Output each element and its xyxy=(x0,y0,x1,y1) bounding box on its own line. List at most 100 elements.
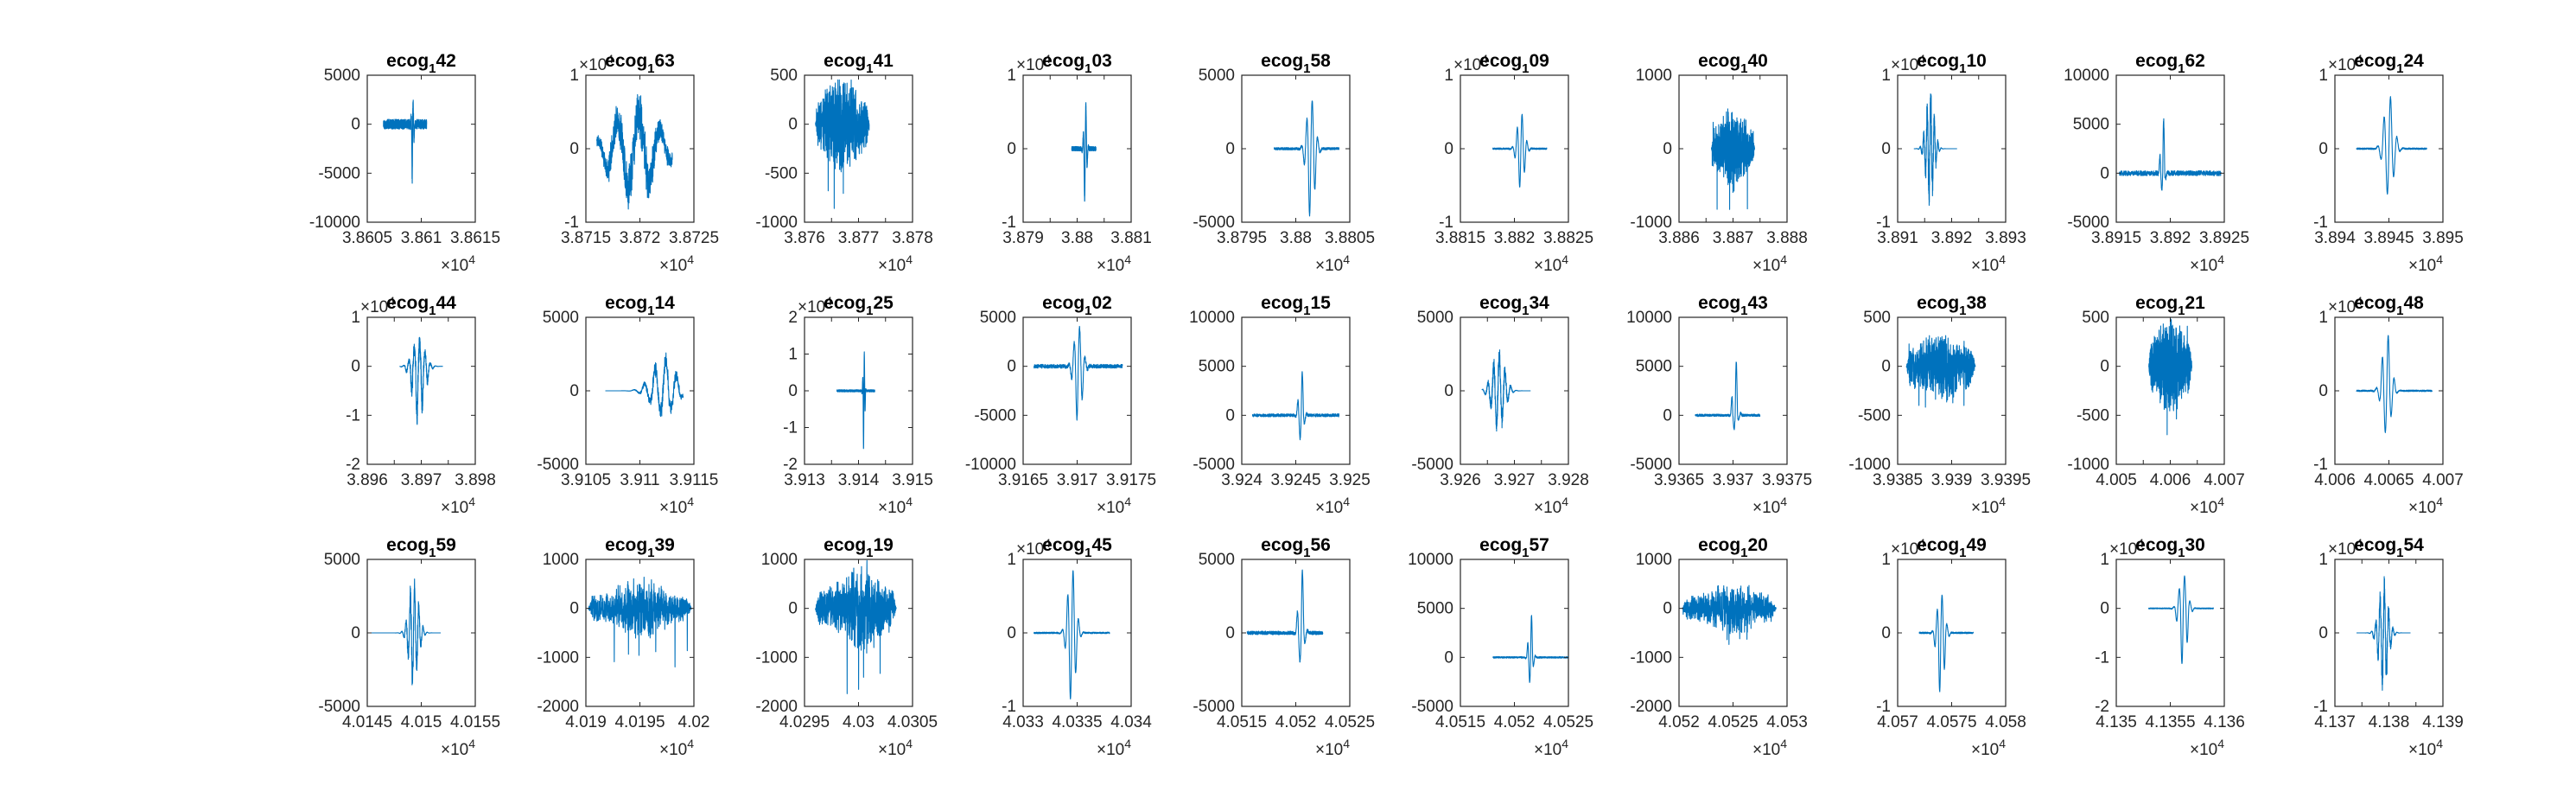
x-tick-label: 4.006 xyxy=(2150,471,2191,489)
y-tick-label: -2000 xyxy=(537,698,579,716)
y-tick-label: 0 xyxy=(569,382,579,400)
subplot-39: -2000 -1000 0 1000 4.019 4.0195 4.02 ×104 ecog13… xyxy=(537,535,709,759)
title-subscript: 1 xyxy=(1959,303,1966,318)
y-tick-label: -5000 xyxy=(318,698,360,716)
y-exponent-label: ×104 xyxy=(360,294,395,316)
y-tick-label: -10000 xyxy=(309,214,360,232)
y-exponent-power: 4 xyxy=(1918,52,1925,66)
signal-trace xyxy=(1251,371,1340,441)
subplot-title: ecog148 xyxy=(2354,293,2424,318)
y-tick-label: -5000 xyxy=(1411,456,1453,474)
y-tick-label: 1 xyxy=(569,67,579,85)
x-exponent-base: ×10 xyxy=(2408,257,2436,275)
y-tick-label: 5000 xyxy=(1417,600,1453,618)
x-tick-label: 3.915 xyxy=(892,471,933,489)
title-suffix: 20 xyxy=(1748,535,1768,555)
signal-trace xyxy=(1071,102,1097,202)
x-exponent-power: 4 xyxy=(1562,737,1568,750)
x-tick-label: 3.891 xyxy=(1877,229,1918,247)
y-exponent-base: ×10 xyxy=(360,298,388,316)
y-exponent-power: 4 xyxy=(2356,52,2363,66)
x-exponent-base: ×10 xyxy=(1971,257,1999,275)
x-exponent-power: 4 xyxy=(1780,495,1787,508)
title-base: ecog xyxy=(1261,293,1303,313)
y-tick-label: 1 xyxy=(788,346,798,364)
x-exponent-base: ×10 xyxy=(659,741,687,759)
y-exponent-label: ×104 xyxy=(2328,536,2363,559)
title-suffix: 24 xyxy=(2404,51,2425,71)
x-exponent-base: ×10 xyxy=(1097,741,1124,759)
y-exponent-power: 4 xyxy=(1044,52,1051,66)
y-exponent-label: ×104 xyxy=(1016,52,1051,74)
signal-trace xyxy=(1033,325,1123,421)
subplot-title: ecog103 xyxy=(1042,51,1112,76)
y-tick-label: 0 xyxy=(788,600,798,618)
x-tick-label: 3.928 xyxy=(1548,471,1589,489)
x-tick-label: 3.914 xyxy=(838,471,880,489)
title-subscript: 1 xyxy=(1522,546,1529,560)
x-exponent-base: ×10 xyxy=(659,499,687,517)
title-subscript: 1 xyxy=(1084,61,1091,76)
y-tick-label: -1000 xyxy=(1630,648,1672,667)
subplot-title: ecog141 xyxy=(824,51,894,76)
x-exponent-base: ×10 xyxy=(659,257,687,275)
y-tick-label: 10000 xyxy=(1408,551,1453,569)
x-tick-label: 4.0065 xyxy=(2363,471,2414,489)
title-suffix: 03 xyxy=(1092,51,1112,71)
signal-trace xyxy=(1905,335,1976,408)
title-suffix: 10 xyxy=(1967,51,1987,71)
y-tick-label: 10000 xyxy=(1626,309,1672,327)
subplot-57: -5000 0 5000 10000 4.0515 4.052 4.0525 ×104 ecog… xyxy=(1408,535,1593,759)
y-tick-label: -1 xyxy=(346,406,360,425)
x-exponent-base: ×10 xyxy=(1752,499,1780,517)
x-exponent-base: ×10 xyxy=(1534,499,1562,517)
x-tick-label: 4.0525 xyxy=(1543,713,1593,731)
x-exponent-power: 4 xyxy=(2217,495,2224,508)
axes-box xyxy=(1022,316,1132,465)
subplot-41: -1000 -500 0 500 3.876 3.877 3.878 ×104 ecog141 xyxy=(755,51,932,275)
y-tick-label: 0 xyxy=(1225,624,1235,642)
title-subscript: 1 xyxy=(429,303,436,318)
axes-box xyxy=(366,74,476,223)
x-tick-label: 4.007 xyxy=(2204,471,2245,489)
x-exponent-label: ×104 xyxy=(1315,252,1350,275)
y-tick-label: 0 xyxy=(569,140,579,158)
signal-trace xyxy=(1492,113,1548,188)
title-base: ecog xyxy=(2135,293,2178,313)
x-tick-label: 3.911 xyxy=(620,471,659,489)
title-base: ecog xyxy=(1917,51,1959,71)
y-tick-label: 0 xyxy=(1007,140,1016,158)
y-tick-label: -1000 xyxy=(755,214,798,232)
signal-trace xyxy=(1492,615,1568,683)
title-base: ecog xyxy=(824,535,866,555)
y-tick-label: -10000 xyxy=(965,456,1016,474)
y-exponent-base: ×10 xyxy=(1891,540,1918,559)
x-tick-label: 4.019 xyxy=(565,713,607,731)
x-exponent-power: 4 xyxy=(1999,252,2006,266)
title-base: ecog xyxy=(2354,293,2396,313)
x-exponent-label: ×104 xyxy=(659,252,694,275)
subplot-title: ecog124 xyxy=(2354,51,2424,76)
signal-trace xyxy=(2147,317,2193,436)
axes-box xyxy=(1460,74,1569,223)
y-exponent-power: 4 xyxy=(1918,536,1925,550)
y-tick-label: -1000 xyxy=(2067,456,2109,474)
y-tick-label: 0 xyxy=(2100,164,2109,182)
x-tick-label: 4.0575 xyxy=(1926,713,1976,731)
x-exponent-label: ×104 xyxy=(441,495,475,517)
y-exponent-label: ×104 xyxy=(1016,536,1051,559)
x-exponent-power: 4 xyxy=(687,252,694,266)
x-tick-label: 3.898 xyxy=(455,471,496,489)
signal-trace xyxy=(1695,361,1761,431)
subplot-title: ecog121 xyxy=(2135,293,2205,318)
x-tick-label: 4.0195 xyxy=(614,713,665,731)
title-suffix: 43 xyxy=(1748,293,1768,313)
x-exponent-label: ×104 xyxy=(1097,495,1131,517)
y-exponent-label: ×104 xyxy=(2328,52,2363,74)
x-exponent-label: ×104 xyxy=(1752,737,1787,759)
x-exponent-base: ×10 xyxy=(1315,499,1343,517)
subplot-title: ecog149 xyxy=(1917,535,1987,560)
